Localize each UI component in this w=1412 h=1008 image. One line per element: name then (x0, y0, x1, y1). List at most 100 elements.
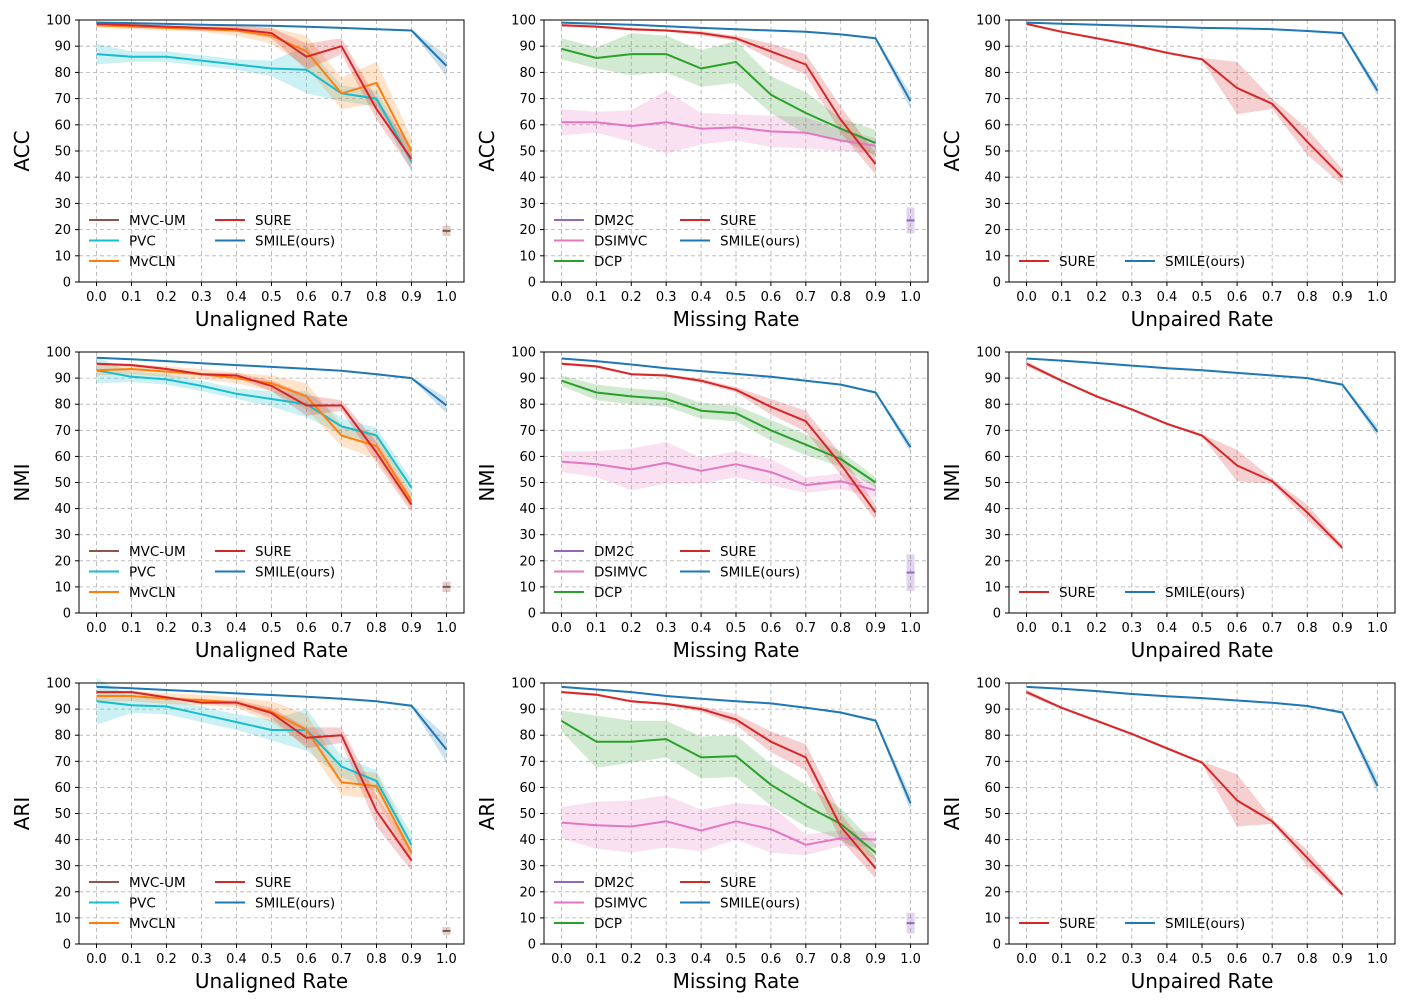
y-tick-label: 0 (63, 276, 71, 291)
plot-frame (543, 19, 929, 283)
y-tick-label: 0 (528, 607, 536, 622)
series-band-mvcln (96, 363, 412, 509)
plot-frame (1008, 682, 1396, 945)
y-tick-label: 80 (984, 398, 1001, 413)
y-tick-label: 20 (984, 885, 1001, 900)
x-tick-label: 0.6 (1227, 290, 1248, 305)
y-tick-label: 80 (984, 66, 1001, 81)
y-axis-label: NMI (10, 463, 34, 501)
y-tick-label: 80 (519, 66, 536, 81)
x-tick-label: 0.5 (1192, 952, 1213, 967)
x-tick-label: 0.2 (1086, 952, 1107, 967)
y-tick-label: 70 (54, 424, 71, 439)
y-tick-label: 90 (519, 40, 536, 55)
series-line-smile-ours (96, 685, 448, 751)
legend-label-sure: SURE (720, 875, 756, 891)
y-tick-label: 100 (511, 14, 536, 29)
y-axis-label: NMI (940, 463, 964, 501)
y-tick-label: 10 (984, 911, 1001, 926)
series-line-smile-ours (561, 21, 912, 102)
x-tick-label: 0.4 (226, 621, 247, 636)
x-tick-label: 0.7 (331, 952, 352, 967)
series-band-mvcln (96, 690, 412, 864)
x-tick-label: 0.5 (726, 952, 747, 967)
x-tick-label: 0.7 (795, 290, 816, 305)
series-line-sure (561, 24, 877, 165)
x-tick-label: 0.2 (621, 290, 642, 305)
series-line-dsimvc (561, 121, 876, 147)
y-tick-label: 70 (519, 755, 536, 770)
legend-label-dcp: DCP (594, 916, 622, 932)
legend-label-sure: SURE (720, 213, 756, 229)
x-tick-label: 0.7 (795, 952, 816, 967)
x-tick-label: 0.9 (865, 290, 886, 305)
y-tick-label: 60 (54, 450, 71, 465)
x-axis-label: Missing Rate (673, 638, 800, 662)
legend-label-dsimvc: DSIMVC (594, 896, 647, 912)
y-axis-label: ACC (10, 130, 34, 171)
x-tick-label: 0.5 (726, 621, 747, 636)
legend: MVC-UM PVC MvCLN SURE SMILE(ours) (89, 875, 335, 932)
y-tick-label: 70 (54, 755, 71, 770)
y-tick-label: 0 (63, 607, 71, 622)
legend-label-sure: SURE (1059, 254, 1095, 270)
y-tick-label: 20 (519, 554, 536, 569)
x-tick-label: 1.0 (1367, 621, 1388, 636)
x-tick-label: 0.3 (191, 952, 212, 967)
legend-label-dm2c: DM2C (594, 544, 634, 560)
y-axis-label: ARI (10, 797, 34, 830)
x-tick-label: 0.4 (1157, 290, 1178, 305)
x-tick-label: 0.3 (656, 621, 677, 636)
y-tick-label: 40 (519, 171, 536, 186)
y-tick-label: 60 (519, 781, 536, 796)
y-tick-label: 30 (519, 528, 536, 543)
x-tick-label: 0.6 (761, 621, 782, 636)
x-tick-label: 0.6 (296, 290, 317, 305)
y-tick-label: 30 (54, 859, 71, 874)
x-tick-label: 0.8 (830, 952, 851, 967)
y-tick-label: 90 (984, 40, 1001, 55)
legend-label-smile-ours: SMILE(ours) (720, 896, 800, 912)
y-tick-label: 80 (54, 729, 71, 744)
y-tick-label: 50 (519, 145, 536, 160)
y-tick-label: 100 (46, 14, 71, 29)
legend: DM2C DSIMVC DCP SURE SMILE(ours) (554, 544, 800, 601)
x-tick-label: 0.0 (1016, 290, 1037, 305)
y-axis-label: ACC (940, 130, 964, 171)
y-tick-label: 100 (46, 346, 71, 361)
legend: MVC-UM PVC MvCLN SURE SMILE(ours) (89, 213, 335, 270)
legend-label-mvcln: MvCLN (129, 916, 176, 932)
y-tick-label: 20 (54, 885, 71, 900)
y-tick-label: 10 (984, 249, 1001, 264)
series-line-smile-ours (561, 685, 912, 804)
x-tick-label: 0.5 (261, 952, 282, 967)
legend-label-smile-ours: SMILE(ours) (1165, 916, 1245, 932)
x-tick-label: 0.1 (1051, 290, 1072, 305)
y-tick-label: 40 (54, 502, 71, 517)
y-tick-label: 20 (54, 223, 71, 238)
y-tick-label: 100 (46, 677, 71, 692)
y-tick-label: 50 (54, 476, 71, 491)
y-tick-label: 60 (519, 118, 536, 133)
legend-label-smile-ours: SMILE(ours) (1165, 254, 1245, 270)
y-tick-label: 80 (54, 398, 71, 413)
y-tick-label: 50 (984, 807, 1001, 822)
y-tick-label: 70 (519, 424, 536, 439)
legend-label-mvc-um: MVC-UM (129, 213, 186, 229)
legend-label-sure: SURE (1059, 916, 1095, 932)
x-tick-label: 0.1 (1051, 621, 1072, 636)
legend-label-dcp: DCP (594, 254, 622, 270)
legend-label-pvc: PVC (129, 234, 156, 250)
y-tick-label: 90 (519, 703, 536, 718)
y-tick-label: 70 (984, 424, 1001, 439)
series-band-dcp (561, 710, 876, 861)
legend-label-dm2c: DM2C (594, 213, 634, 229)
series-band-dsimvc (561, 90, 876, 154)
y-tick-label: 90 (54, 372, 71, 387)
plot-frame (78, 351, 465, 614)
y-tick-label: 80 (54, 66, 71, 81)
series-band-dcp (561, 33, 876, 157)
legend-label-smile-ours: SMILE(ours) (720, 565, 800, 581)
x-tick-label: 0.7 (331, 290, 352, 305)
y-tick-label: 100 (511, 677, 536, 692)
